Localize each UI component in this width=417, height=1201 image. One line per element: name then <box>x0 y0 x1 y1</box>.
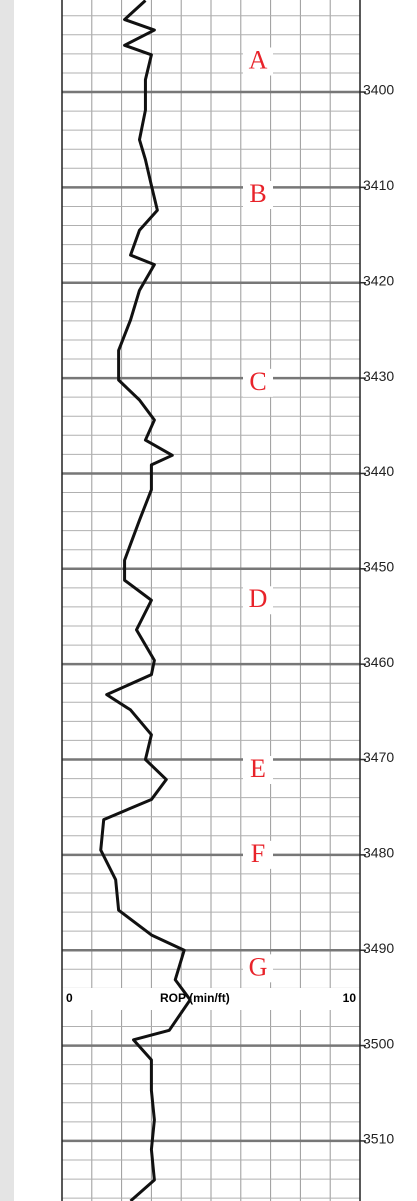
y-tick-label: 3460 <box>363 654 394 670</box>
y-tick-label: 3440 <box>363 463 394 479</box>
annotation: B <box>249 179 266 208</box>
y-tick-label: 3410 <box>363 177 394 193</box>
annotation-bg <box>243 954 273 983</box>
y-tick-label: 3480 <box>363 845 394 861</box>
annotation-bg <box>243 368 273 397</box>
annotation-bg <box>243 47 273 76</box>
annotation: D <box>249 584 268 613</box>
annotation: G <box>249 952 268 981</box>
y-tick-label: 3430 <box>363 368 394 384</box>
scan-edge <box>0 0 14 1201</box>
rop-curve <box>99 0 192 1201</box>
y-tick-label: 3500 <box>363 1035 394 1051</box>
scale-band <box>60 988 360 1010</box>
x-tick-label: 0 <box>66 991 73 1005</box>
x-tick-label: 10 <box>343 991 357 1005</box>
annotation: A <box>249 45 268 74</box>
y-tick-label: 3490 <box>363 940 394 956</box>
annotation-bg <box>243 755 273 784</box>
annotation-bg <box>243 181 273 210</box>
x-axis-label: ROP (min/ft) <box>160 991 230 1005</box>
annotation: F <box>251 839 265 868</box>
y-tick-label: 3450 <box>363 558 394 574</box>
y-tick-label: 3400 <box>363 82 394 98</box>
y-tick-label: 3510 <box>363 1131 394 1147</box>
annotation: E <box>250 754 266 783</box>
y-tick-label: 3470 <box>363 749 394 765</box>
annotation-bg <box>243 840 273 869</box>
annotation-bg <box>243 586 273 615</box>
y-tick-label: 3420 <box>363 272 394 288</box>
annotation: C <box>249 367 266 396</box>
